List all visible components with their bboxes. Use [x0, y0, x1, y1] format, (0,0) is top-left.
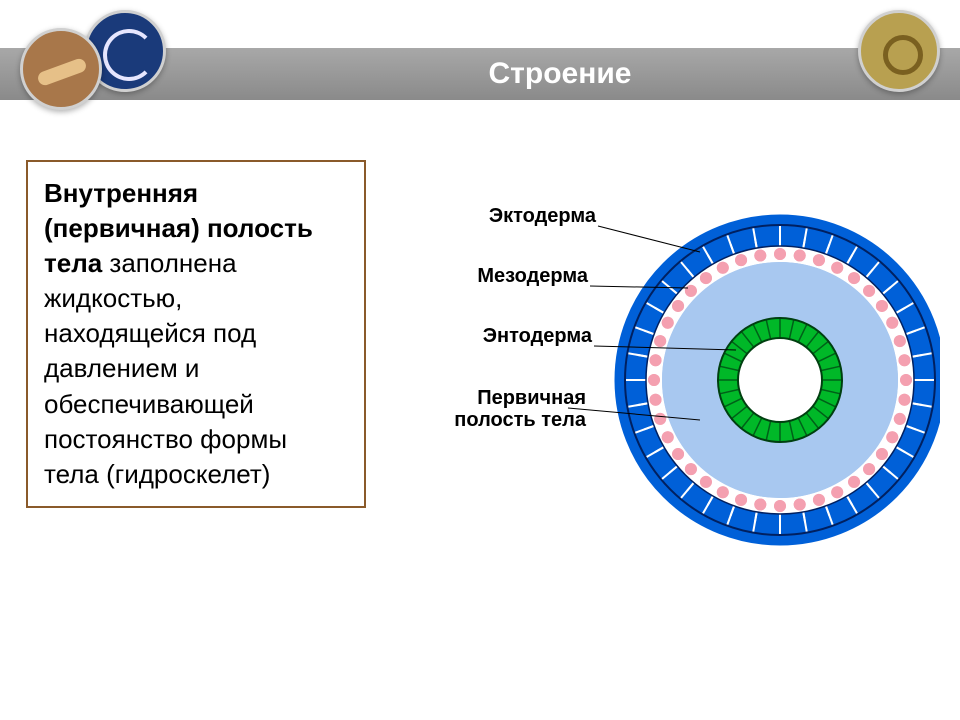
diagram-svg: Эктодерма Мезодерма Энтодерма Первичнаяполо… [400, 140, 940, 580]
textbox-rest: заполнена жидкостью, находящейся под дав… [44, 248, 287, 489]
svg-text:Энтодерма: Энтодерма [483, 325, 593, 347]
svg-text:полость тела: полость тела [454, 409, 587, 431]
svg-text:Эктодерма: Эктодерма [489, 205, 597, 227]
page-title: Строение [489, 57, 632, 91]
svg-text:Первичная: Первичная [477, 387, 586, 409]
description-textbox: Внутренняя (первичная) полость тела запо… [26, 160, 366, 508]
svg-text:Мезодерма: Мезодерма [477, 265, 588, 287]
cross-section-diagram: Эктодерма Мезодерма Энтодерма Первичнаяполо… [400, 140, 940, 580]
decor-circle-worm [20, 28, 102, 110]
decor-circle-right [858, 10, 940, 92]
